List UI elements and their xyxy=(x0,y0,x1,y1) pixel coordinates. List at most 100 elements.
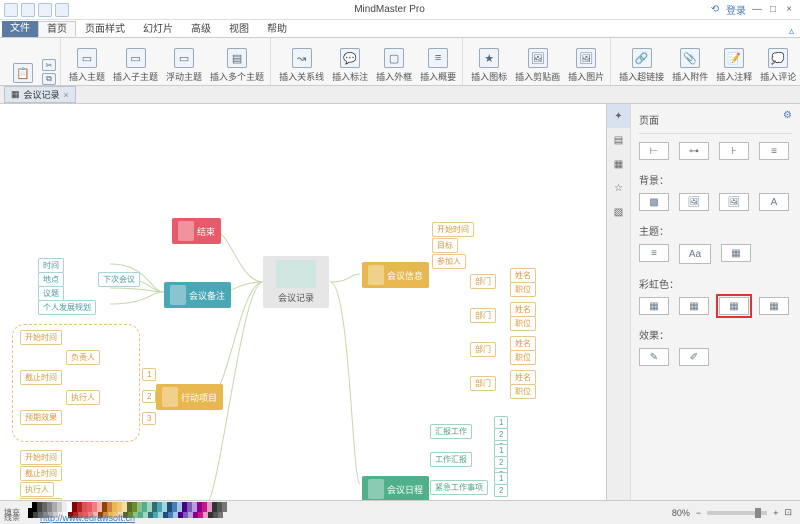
leaf[interactable]: 个人发展规划 xyxy=(38,300,96,315)
theme-font[interactable]: Aa xyxy=(679,244,711,264)
cut-button[interactable]: ✂ xyxy=(42,59,56,71)
leaf[interactable]: 开始时间 xyxy=(20,330,62,345)
paste-button[interactable]: 📋 xyxy=(8,61,38,85)
leaf[interactable]: 部门 xyxy=(470,342,496,357)
insert-callout[interactable]: 💬插入标注 xyxy=(330,46,370,85)
tab-page-style[interactable]: 页面样式 xyxy=(76,21,134,37)
leaf[interactable]: 预期效果 xyxy=(20,410,62,425)
layout-thumb[interactable]: ⊢ xyxy=(639,142,669,160)
qat-new[interactable] xyxy=(4,3,18,17)
theme-thumb[interactable]: ≡ xyxy=(639,244,669,262)
line-swatches[interactable] xyxy=(32,502,800,512)
layout-thumb[interactable]: ⊶ xyxy=(679,142,709,160)
rainbow-thumb[interactable]: ▦ xyxy=(639,297,669,315)
leaf[interactable]: 部门 xyxy=(470,274,496,289)
leaf[interactable]: 职位 xyxy=(510,316,536,331)
node-结束[interactable]: 结束 xyxy=(172,218,221,244)
leaf[interactable]: 姓名 xyxy=(510,268,536,283)
insert-multi-topic[interactable]: ▤插入多个主题 xyxy=(208,46,266,85)
effect-thumb[interactable]: ✎ xyxy=(639,348,669,366)
tab-advanced[interactable]: 高级 xyxy=(182,21,220,37)
leaf[interactable]: 执行人 xyxy=(66,390,100,405)
leaf[interactable]: 职位 xyxy=(510,384,536,399)
theme-thumb[interactable]: ▦ xyxy=(721,244,751,262)
leaf[interactable]: 紧急工作事项 xyxy=(430,480,488,495)
leaf[interactable]: 汇报工作 xyxy=(430,424,472,439)
leaf[interactable]: 负责人 xyxy=(66,350,100,365)
insert-relation[interactable]: ↝插入关系线 xyxy=(277,46,326,85)
close-button[interactable]: × xyxy=(784,4,794,15)
node-行动项目[interactable]: 行动项目 xyxy=(156,384,223,410)
leaf[interactable]: 姓名 xyxy=(510,302,536,317)
zoom-slider[interactable] xyxy=(707,511,767,515)
leaf[interactable]: 开始时间 xyxy=(432,222,474,237)
tab-home[interactable]: 首页 xyxy=(38,21,76,37)
color-swatch[interactable] xyxy=(222,502,227,512)
node-会议日程[interactable]: 会议日程 xyxy=(362,476,429,500)
qat-undo[interactable] xyxy=(38,3,52,17)
bg-thumb[interactable]: ▩ xyxy=(639,193,669,211)
insert-clipart[interactable]: 🖼插入剪贴画 xyxy=(513,46,562,85)
insert-summary[interactable]: ≡插入概要 xyxy=(418,46,458,85)
leaf[interactable]: 目标 xyxy=(432,238,458,253)
ribbon-collapse-icon[interactable]: ▵ xyxy=(789,26,794,37)
leaf[interactable]: 时间 xyxy=(38,258,64,273)
floating-topic[interactable]: ▭浮动主题 xyxy=(164,46,204,85)
document-tab[interactable]: ▦ 会议记录 × xyxy=(4,86,76,103)
rainbow-thumb-selected[interactable]: ▦ xyxy=(719,297,749,315)
bg-thumb[interactable]: A xyxy=(759,193,789,211)
close-doc-icon[interactable]: × xyxy=(64,90,69,100)
copy-button[interactable]: ⧉ xyxy=(42,73,56,85)
insert-comment[interactable]: 💭插入评论 xyxy=(758,46,798,85)
leaf[interactable]: 工作汇报 xyxy=(430,452,472,467)
leaf[interactable]: 职位 xyxy=(510,350,536,365)
tab-view[interactable]: 视图 xyxy=(220,21,258,37)
login-link[interactable]: 登录 xyxy=(726,2,746,17)
qat-save[interactable] xyxy=(21,3,35,17)
leaf[interactable]: 参加人 xyxy=(432,254,466,269)
share-icon[interactable]: ⟲ xyxy=(710,4,720,15)
panel-tab-clipart[interactable]: ▧ xyxy=(607,200,630,224)
node-center[interactable]: 会议记录 xyxy=(263,256,329,308)
maximize-button[interactable]: □ xyxy=(768,4,778,15)
effect-thumb[interactable]: ✐ xyxy=(679,348,709,366)
insert-note[interactable]: 📝插入注释 xyxy=(714,46,754,85)
layout-thumb[interactable]: ≡ xyxy=(759,142,789,160)
leaf[interactable]: 地点 xyxy=(38,272,64,287)
leaf[interactable]: 姓名 xyxy=(510,336,536,351)
file-menu[interactable]: 文件 xyxy=(2,21,38,37)
leaf[interactable]: 截止时间 xyxy=(20,466,62,481)
leaf[interactable]: 截止时间 xyxy=(20,370,62,385)
rainbow-thumb[interactable]: ▦ xyxy=(679,297,709,315)
node-会议信息[interactable]: 会议信息 xyxy=(362,262,429,288)
insert-topic[interactable]: ▭插入主题 xyxy=(67,46,107,85)
insert-image[interactable]: 🖼插入图片 xyxy=(566,46,606,85)
tab-help[interactable]: 帮助 xyxy=(258,21,296,37)
insert-icon[interactable]: ★插入图标 xyxy=(469,46,509,85)
leaf[interactable]: 开始时间 xyxy=(20,450,62,465)
rainbow-thumb[interactable]: ▦ xyxy=(759,297,789,315)
panel-tab-format[interactable]: ✦ xyxy=(607,104,630,128)
leaf[interactable]: 部门 xyxy=(470,376,496,391)
leaf-next-meeting[interactable]: 下次会议 xyxy=(98,272,140,287)
qat-redo[interactable] xyxy=(55,3,69,17)
bg-thumb[interactable]: 🖼 xyxy=(679,193,709,211)
insert-attachment[interactable]: 📎插入附件 xyxy=(670,46,710,85)
insert-subtopic[interactable]: ▭插入子主题 xyxy=(111,46,160,85)
leaf[interactable]: 执行人 xyxy=(20,482,54,497)
num-badge[interactable]: 1 xyxy=(142,368,156,381)
panel-tab-theme[interactable]: ▤ xyxy=(607,128,630,152)
tab-slides[interactable]: 幻灯片 xyxy=(134,21,182,37)
leaf[interactable]: 议题 xyxy=(38,286,64,301)
leaf[interactable]: 职位 xyxy=(510,282,536,297)
leaf[interactable]: 部门 xyxy=(470,308,496,323)
node-会议备注[interactable]: 会议备注 xyxy=(164,282,231,308)
canvas[interactable]: 会议记录 结束会议备注行动项目通过决议会议信息会议日程 时间地点议题个人发展规划… xyxy=(0,104,606,500)
num-badge[interactable]: 2 xyxy=(494,484,508,497)
panel-tab-layout[interactable]: ▦ xyxy=(607,152,630,176)
panel-settings-icon[interactable]: ⚙ xyxy=(783,110,792,121)
num-badge[interactable]: 2 xyxy=(142,390,156,403)
insert-boundary[interactable]: ▢插入外框 xyxy=(374,46,414,85)
bg-thumb[interactable]: 🖼 xyxy=(719,193,749,211)
num-badge[interactable]: 3 xyxy=(142,412,156,425)
